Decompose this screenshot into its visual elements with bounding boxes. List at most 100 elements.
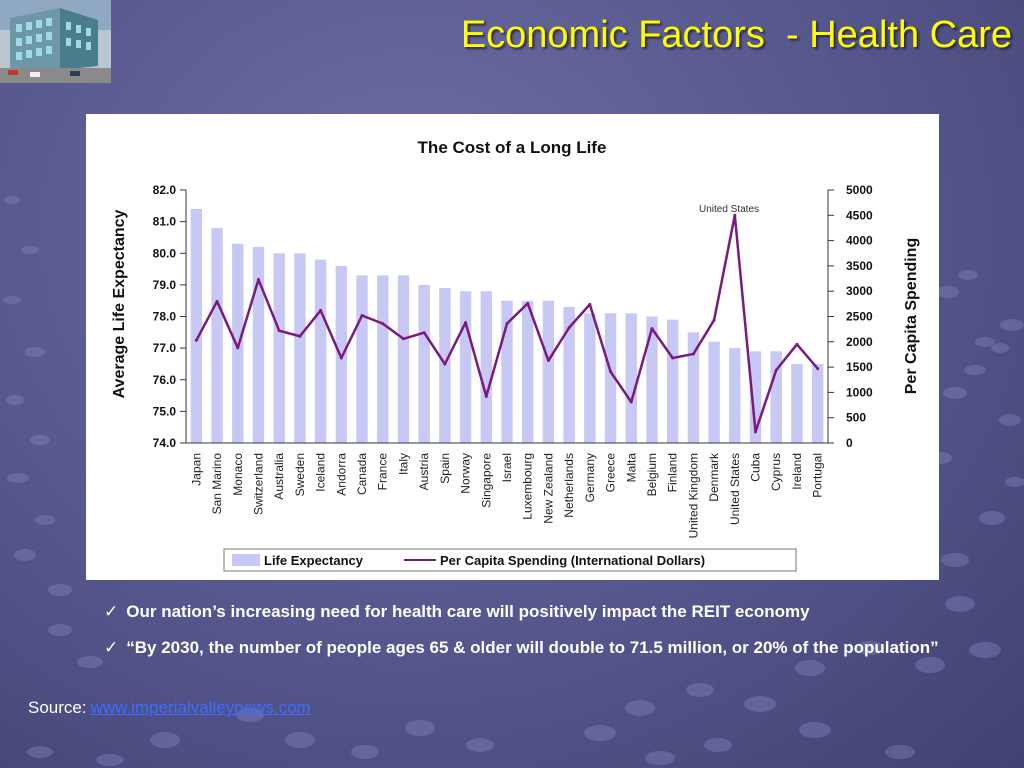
life-expectancy-bar (604, 313, 617, 443)
legend-per-capita-spending: Per Capita Spending (International Dolla… (440, 553, 705, 568)
right-tick-label: 1500 (846, 360, 873, 374)
life-expectancy-bar (563, 307, 575, 443)
spending-point (629, 400, 633, 404)
life-expectancy-spending-chart: The Cost of a Long Life Japan San Marino M… (111, 138, 920, 572)
left-tick-label: 75.0 (153, 404, 177, 418)
category-label: Iceland (314, 453, 328, 492)
check-icon: ✓ (104, 602, 119, 621)
spending-point (671, 356, 675, 360)
left-tick-label: 80.0 (153, 246, 177, 260)
category-label: Portugal (811, 453, 825, 498)
right-tick-label: 3000 (846, 284, 873, 298)
life-expectancy-bar (542, 300, 555, 443)
spending-point (505, 322, 509, 326)
category-label: Ireland (790, 453, 804, 490)
category-label: France (376, 453, 390, 491)
category-label: Israel (500, 453, 514, 482)
life-expectancy-bar (646, 316, 658, 443)
us-annotation: United States (699, 204, 759, 215)
life-expectancy-bar (522, 300, 534, 443)
legend-life-expectancy: Life Expectancy (264, 553, 364, 568)
legend-bar-swatch (232, 554, 260, 566)
life-expectancy-bar (666, 319, 679, 443)
spending-point (526, 301, 530, 305)
category-label: Italy (396, 453, 410, 475)
spending-point (401, 337, 405, 341)
life-expectancy-bar (584, 313, 596, 443)
right-tick-label: 500 (846, 411, 866, 425)
life-expectancy-bar (232, 243, 244, 443)
right-tick-label: 2500 (846, 310, 873, 324)
category-label: Sweden (293, 453, 307, 496)
life-expectancy-bar (791, 363, 803, 443)
life-expectancy-bar (211, 227, 223, 443)
y2-axis-label: Per Capita Spending (903, 238, 920, 394)
life-expectancy-bar (687, 332, 700, 443)
spending-point (609, 370, 613, 374)
life-expectancy-bar (625, 313, 637, 443)
spending-point (774, 368, 778, 372)
source-link[interactable]: www.imperialvalleynews.com (90, 698, 311, 717)
category-label: Andorra (334, 453, 348, 496)
category-label: Finland (666, 453, 680, 492)
category-label: Australia (272, 453, 286, 500)
spending-point (546, 359, 550, 363)
category-label: Japan (189, 453, 203, 486)
y-axis-label: Average Life Expectancy (111, 209, 128, 398)
bullet-item: ✓ “By 2030, the number of people ages 65 … (104, 636, 984, 660)
spending-point (484, 394, 488, 398)
life-expectancy-bar (335, 265, 348, 443)
chart-title: The Cost of a Long Life (418, 138, 607, 157)
life-expectancy-bar (708, 341, 720, 443)
life-expectancy-bar (770, 351, 782, 443)
chart-legend: Life Expectancy Per Capita Spending (Int… (223, 548, 797, 572)
category-label: Switzerland (251, 453, 265, 515)
life-expectancy-bar (501, 300, 513, 443)
category-label: Malta (624, 453, 638, 483)
chart-axes: Japan San Marino Monaco Switzerland Australi… (153, 183, 873, 538)
category-label: Netherlands (562, 453, 576, 518)
category-label: Spain (438, 453, 452, 484)
right-tick-label: 2000 (846, 335, 873, 349)
right-tick-label: 4500 (846, 208, 873, 222)
left-tick-label: 81.0 (153, 215, 177, 229)
spending-point (443, 362, 447, 366)
right-tick-label: 5000 (846, 183, 873, 197)
life-expectancy-bar (811, 363, 824, 443)
bullet-item: ✓ Our nation’s increasing need for health… (104, 600, 984, 624)
category-label: Austria (417, 453, 431, 491)
spending-point (588, 302, 592, 306)
spending-point (360, 313, 364, 317)
right-tick-label: 4000 (846, 234, 873, 248)
category-label: New Zealand (541, 453, 555, 524)
spending-point (194, 338, 198, 342)
bullet-text: Our nation’s increasing need for health … (126, 602, 810, 621)
spending-point (215, 299, 219, 303)
spending-point (422, 331, 426, 335)
category-label: Norway (459, 453, 473, 494)
category-label: Greece (604, 453, 618, 493)
life-expectancy-bar (377, 275, 389, 443)
chart-panel: The Cost of a Long Life Japan San Marino M… (86, 114, 939, 580)
spending-point (691, 352, 695, 356)
bullet-text: “By 2030, the number of people ages 65 &… (126, 638, 939, 657)
bar-series (190, 208, 824, 443)
spending-point (733, 213, 737, 217)
category-label: San Marino (210, 453, 224, 515)
category-label: Luxembourg (521, 453, 535, 520)
spending-point (712, 318, 716, 322)
life-expectancy-bar (294, 253, 306, 443)
category-label: United Kingdom (686, 453, 700, 538)
source-line: Source: www.imperialvalleynews.com (28, 698, 311, 718)
spending-point (319, 308, 323, 312)
spending-point (464, 321, 468, 325)
spending-point (567, 326, 571, 330)
right-tick-label: 1000 (846, 385, 873, 399)
right-tick-label: 0 (846, 436, 853, 450)
spending-point (650, 327, 654, 331)
left-tick-label: 82.0 (153, 183, 177, 197)
left-tick-label: 76.0 (153, 373, 177, 387)
spending-point (381, 322, 385, 326)
category-label: Germany (583, 453, 597, 502)
